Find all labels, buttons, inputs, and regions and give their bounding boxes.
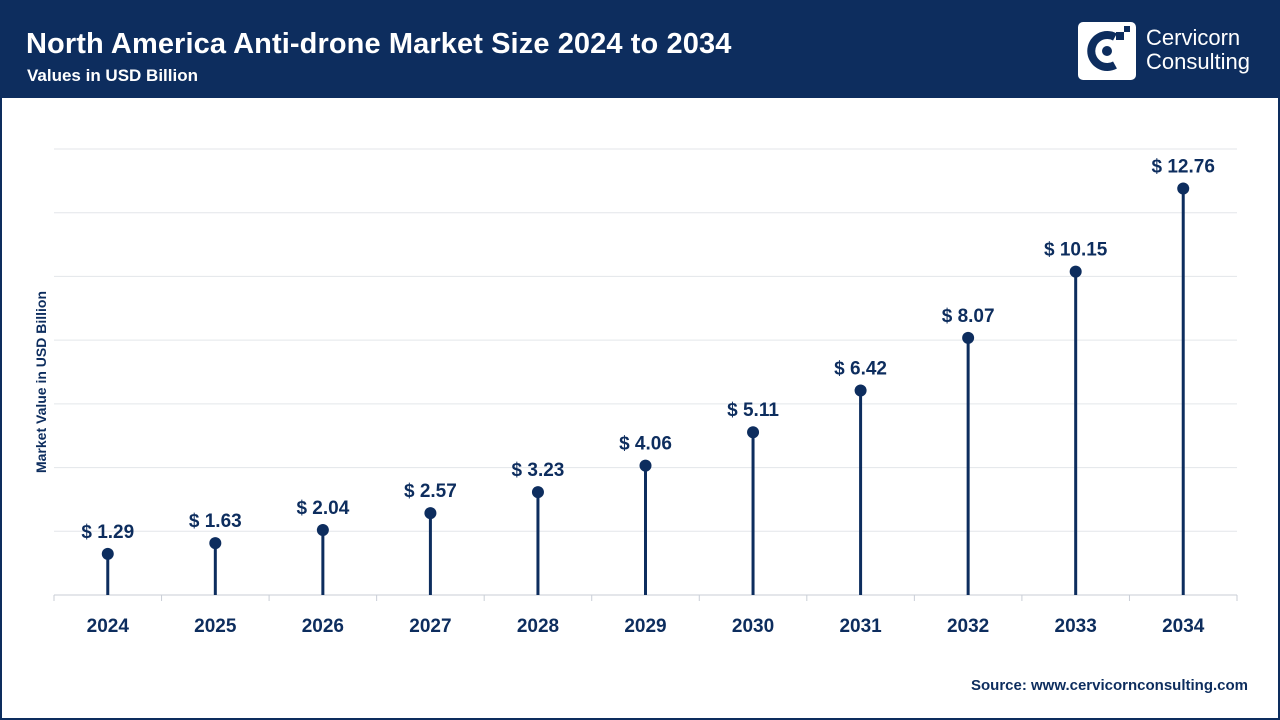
data-label: $ 2.57 xyxy=(404,481,457,502)
x-tick-label: 2033 xyxy=(1055,616,1097,637)
data-label: $ 12.76 xyxy=(1152,157,1215,178)
x-tick-label: 2031 xyxy=(839,616,882,637)
data-label: $ 4.06 xyxy=(619,434,672,455)
source-note: Source: www.cervicornconsulting.com xyxy=(970,677,1248,694)
header-bar: North America Anti-drone Market Size 202… xyxy=(2,2,1278,98)
x-tick-label: 2029 xyxy=(624,616,666,637)
data-label: $ 5.11 xyxy=(727,400,779,421)
lollipop-dot xyxy=(747,426,760,439)
data-label: $ 1.29 xyxy=(81,522,134,543)
y-axis-label: Market Value in USD Billion xyxy=(33,291,49,473)
lollipop-dot xyxy=(639,459,652,472)
data-label: $ 10.15 xyxy=(1044,240,1108,261)
x-tick-label: 2034 xyxy=(1162,616,1205,637)
brand-logo: Cervicorn Consulting xyxy=(1078,22,1268,82)
brand-name-line1: Cervicorn xyxy=(1146,25,1241,50)
x-tick-label: 2030 xyxy=(732,616,774,637)
data-label: $ 6.42 xyxy=(834,358,887,379)
x-axis: 2024 2025 2026 2027 2028 2029 2030 2031 2032 2033… xyxy=(53,594,1238,637)
brand-name-line2: Consulting xyxy=(1146,49,1250,74)
x-tick-label: 2024 xyxy=(87,616,130,637)
chart-subtitle: Values in USD Billion xyxy=(27,66,198,85)
lollipop-dot xyxy=(962,331,975,344)
lollipop-dot xyxy=(101,547,114,560)
data-label: $ 3.23 xyxy=(512,460,565,481)
x-tick-label: 2032 xyxy=(947,616,989,637)
lollipop-dot xyxy=(531,486,544,499)
data-label: $ 2.04 xyxy=(296,498,349,519)
lollipop-dot xyxy=(424,507,437,520)
x-tick-label: 2026 xyxy=(302,616,344,637)
brand-logo-mark xyxy=(1078,22,1136,80)
brand-name: Cervicorn Consulting xyxy=(1146,26,1250,74)
logo-c-icon xyxy=(1087,26,1130,71)
chart-marks: $ 1.29 $ 1.63 $ 2.04 $ 2.57 $ 3.23 $ 4.06 $ 5.… xyxy=(81,157,1215,595)
lollipop-dot xyxy=(209,537,222,550)
lollipop-dot xyxy=(1069,265,1082,278)
lollipop-dot xyxy=(316,524,329,537)
lollipop-dot xyxy=(854,384,867,397)
data-label: $ 1.63 xyxy=(189,511,242,532)
x-tick-label: 2027 xyxy=(409,616,451,637)
chart-title: North America Anti-drone Market Size 202… xyxy=(26,28,732,60)
lollipop-dot xyxy=(1177,182,1190,195)
x-tick-label: 2025 xyxy=(194,616,237,637)
data-label: $ 8.07 xyxy=(942,306,995,327)
x-tick-label: 2028 xyxy=(517,616,559,637)
